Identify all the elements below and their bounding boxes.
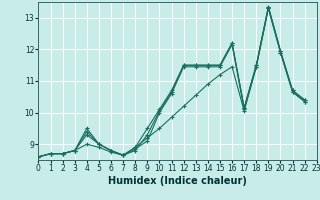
- X-axis label: Humidex (Indice chaleur): Humidex (Indice chaleur): [108, 176, 247, 186]
